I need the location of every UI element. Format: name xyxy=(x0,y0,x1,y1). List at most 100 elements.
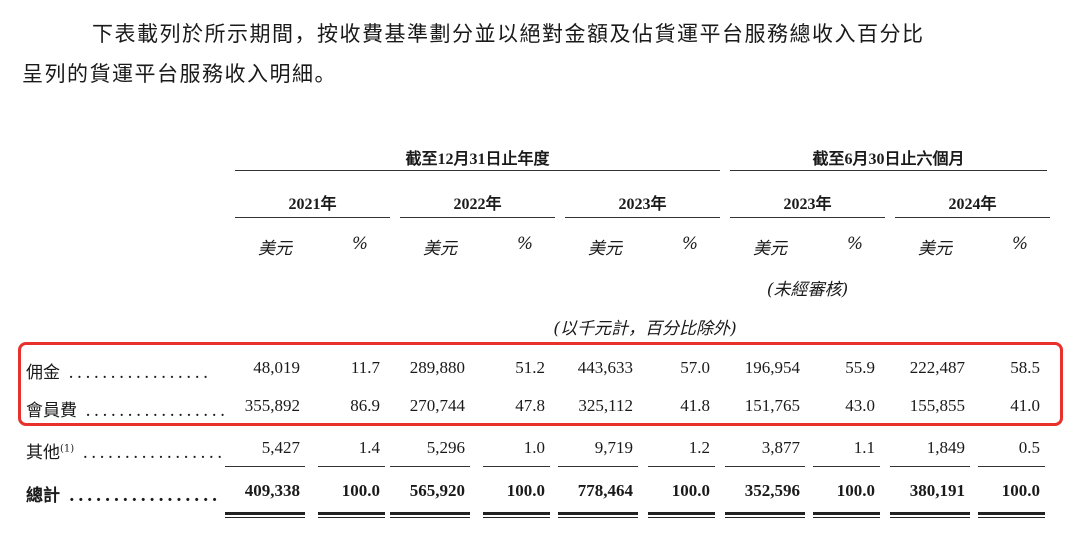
unit-usd: 美元 xyxy=(753,239,787,259)
table-cell: 1.1 xyxy=(853,438,875,457)
table-cell: 1.2 xyxy=(688,438,710,457)
subtotal-line xyxy=(483,466,550,467)
table-cell: 0.5 xyxy=(1018,438,1040,457)
table-cell: 58.5 xyxy=(1010,358,1040,377)
subtotal-line xyxy=(390,466,470,467)
total-double-line xyxy=(978,512,1045,518)
table-cell: 5,296 xyxy=(426,438,465,457)
divider xyxy=(730,217,885,218)
subtotal-line xyxy=(318,466,385,467)
total-double-line xyxy=(813,512,880,518)
total-double-line xyxy=(648,512,715,518)
row-label-text: 佣金 xyxy=(26,363,60,383)
table-cell: 100.0 xyxy=(671,481,710,500)
table-cell: 1.0 xyxy=(523,438,545,457)
divider xyxy=(730,170,1047,171)
subtotal-line xyxy=(978,466,1045,467)
table-cell: 57.0 xyxy=(680,358,710,377)
table-cell: 47.8 xyxy=(515,396,545,415)
table-cell: 409,338 xyxy=(244,481,300,500)
row-label: 其他(1) ................. xyxy=(26,438,225,463)
year-header: 2021年 xyxy=(288,196,337,213)
table-cell: 155,855 xyxy=(909,396,965,415)
table-cell: 100.0 xyxy=(341,481,380,500)
unit-pct: % xyxy=(516,234,534,254)
divider xyxy=(895,217,1050,218)
intro-paragraph: 下表載列於所示期間，按收費基準劃分並以絕對金額及佔貨運平台服務總收入百分比 呈列… xyxy=(22,14,1062,94)
row-label-text: 會員費 xyxy=(26,401,77,421)
table-cell: 100.0 xyxy=(1001,481,1040,500)
subtotal-line xyxy=(648,466,715,467)
intro-line-2: 呈列的貨運平台服務收入明細。 xyxy=(22,62,337,86)
table-cell: 1.4 xyxy=(358,438,380,457)
table-cell: 55.9 xyxy=(845,358,875,377)
table-cell: 41.8 xyxy=(680,396,710,415)
table-cell: 41.0 xyxy=(1010,396,1040,415)
total-double-line xyxy=(225,512,305,518)
table-cell: 5,427 xyxy=(261,438,300,457)
table-cell: 380,191 xyxy=(909,481,965,500)
table-cell: 1,849 xyxy=(926,438,965,457)
row-label: 會員費 ................. xyxy=(26,396,228,421)
year-header: 2023年 xyxy=(783,196,832,213)
table-cell: 51.2 xyxy=(515,358,545,377)
row-label-text: 其他 xyxy=(26,443,60,463)
table-cell: 86.9 xyxy=(350,396,380,415)
unit-usd: 美元 xyxy=(588,239,622,259)
table-cell: 222,487 xyxy=(909,358,965,377)
intro-line-1: 下表載列於所示期間，按收費基準劃分並以絕對金額及佔貨運平台服務總收入百分比 xyxy=(92,22,925,46)
total-double-line xyxy=(318,512,385,518)
subtotal-line xyxy=(813,466,880,467)
table-cell: 100.0 xyxy=(506,481,545,500)
table-cell: 11.7 xyxy=(350,358,380,377)
table-cell: 443,633 xyxy=(577,358,633,377)
table-cell: 151,765 xyxy=(744,396,800,415)
divider xyxy=(400,217,555,218)
table-cell: 48,019 xyxy=(253,358,300,377)
table-cell: 352,596 xyxy=(744,481,800,500)
table-cell: 355,892 xyxy=(244,396,300,415)
row-label-text: 總計 xyxy=(26,486,60,506)
row-label: 佣金 ................. xyxy=(26,358,211,383)
unit-pct: % xyxy=(351,234,369,254)
table-cell: 196,954 xyxy=(744,358,800,377)
table-cell: 3,877 xyxy=(761,438,800,457)
table-cell: 43.0 xyxy=(845,396,875,415)
header-fiscal-year: 截至12月31日止年度 xyxy=(405,151,550,168)
table-cell: 289,880 xyxy=(409,358,465,377)
header-six-months: 截至6月30日止六個月 xyxy=(812,151,965,168)
table-cell: 9,719 xyxy=(594,438,633,457)
year-header: 2023年 xyxy=(618,196,667,213)
subtotal-line xyxy=(558,466,638,467)
footnote-marker: (1) xyxy=(60,443,75,455)
unit-usd: 美元 xyxy=(258,239,292,259)
total-double-line xyxy=(558,512,638,518)
subtotal-line xyxy=(890,466,970,467)
unaudited-note: (未經審核) xyxy=(766,280,849,300)
year-header: 2022年 xyxy=(453,196,502,213)
subtotal-line xyxy=(225,466,305,467)
table-cell: 270,744 xyxy=(409,396,465,415)
unit-pct: % xyxy=(846,234,864,254)
leader-dots: ................. xyxy=(77,401,229,421)
total-double-line xyxy=(390,512,470,518)
highlight-box xyxy=(18,342,1063,426)
leader-dots: ................. xyxy=(74,443,226,463)
table-cell: 100.0 xyxy=(836,481,875,500)
divider xyxy=(235,217,390,218)
total-double-line xyxy=(483,512,550,518)
divider xyxy=(565,217,720,218)
year-header: 2024年 xyxy=(948,196,997,213)
leader-dots: ................. xyxy=(60,363,212,383)
total-double-line xyxy=(725,512,805,518)
unit-usd: 美元 xyxy=(918,239,952,259)
unit-usd: 美元 xyxy=(423,239,457,259)
table-cell: 778,464 xyxy=(577,481,633,500)
table-cell: 325,112 xyxy=(578,396,633,415)
total-double-line xyxy=(890,512,970,518)
unit-pct: % xyxy=(681,234,699,254)
table-cell: 565,920 xyxy=(409,481,465,500)
unit-pct: % xyxy=(1011,234,1029,254)
subtotal-line xyxy=(725,466,805,467)
leader-dots: ................. xyxy=(60,486,221,506)
